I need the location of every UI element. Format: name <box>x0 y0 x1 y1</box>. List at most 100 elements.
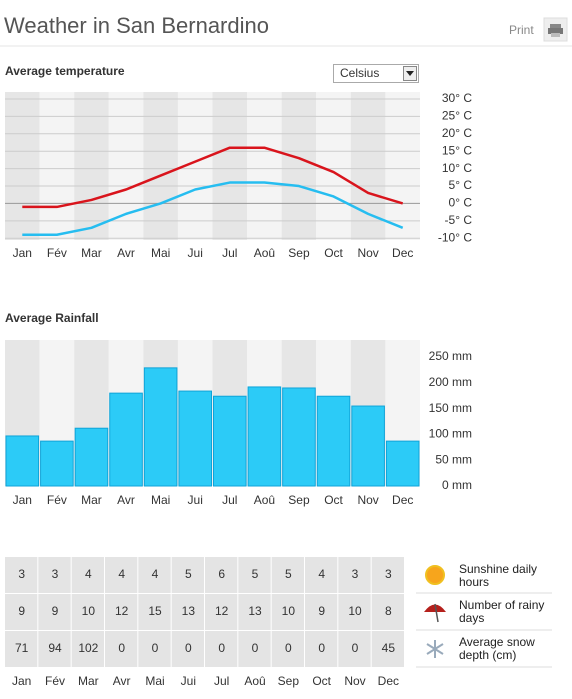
table-cell <box>238 594 271 630</box>
x-tick-label: Jul <box>222 246 237 260</box>
month-label: Dec <box>378 674 399 688</box>
x-tick-label: Mar <box>81 493 102 507</box>
bar <box>385 440 420 487</box>
y-tick-label: 50 mm <box>435 452 472 466</box>
section-title: Average Rainfall <box>5 311 99 325</box>
cell-value: 0 <box>318 641 325 655</box>
table-cell <box>71 594 104 630</box>
table-cell <box>38 631 71 667</box>
table-cell <box>338 594 371 630</box>
dropdown-value: Celsius <box>340 66 379 80</box>
x-tick-label: Mai <box>151 246 170 260</box>
column-bg <box>385 92 420 240</box>
month-label: Fév <box>45 674 65 688</box>
cell-value: 15 <box>148 604 162 618</box>
cell-value: 12 <box>115 604 129 618</box>
bar <box>178 390 213 487</box>
month-label: Avr <box>113 674 131 688</box>
x-tick-label: Avr <box>117 493 135 507</box>
table-cell <box>38 557 71 593</box>
cell-value: 4 <box>318 567 325 581</box>
table-cell <box>171 631 204 667</box>
table-cell <box>371 631 404 667</box>
table-cell <box>238 557 271 593</box>
y-tick-label: -10° C <box>438 230 472 244</box>
month-label: Oct <box>312 674 331 688</box>
table-cell <box>105 631 138 667</box>
x-tick-label: Sep <box>288 493 310 507</box>
print-icon[interactable] <box>543 17 568 42</box>
cell-value: 5 <box>252 567 259 581</box>
column-bg <box>281 92 317 240</box>
bar <box>40 440 74 487</box>
y-tick-label: 0° C <box>449 196 473 210</box>
column-bg <box>39 92 75 240</box>
bar <box>247 386 282 487</box>
x-tick-label: Jul <box>222 493 237 507</box>
x-tick-label: Jan <box>13 246 32 260</box>
bar <box>316 395 351 487</box>
cell-value: 3 <box>52 567 59 581</box>
print-link[interactable]: Print <box>509 23 534 37</box>
column-bg <box>247 92 282 240</box>
cell-value: 0 <box>252 641 259 655</box>
cell-value: 4 <box>118 567 125 581</box>
cell-value: 0 <box>118 641 125 655</box>
month-label: Jui <box>181 674 196 688</box>
legend-label: Average snow depth (cm) <box>459 635 535 662</box>
month-label: Jul <box>214 674 229 688</box>
y-tick-label: 15° C <box>442 143 472 157</box>
cell-value: 9 <box>318 604 325 618</box>
table-cell <box>371 594 404 630</box>
table-cell <box>71 631 104 667</box>
cell-value: 8 <box>385 604 392 618</box>
table-cell <box>5 631 38 667</box>
y-tick-label: 150 mm <box>429 401 472 415</box>
y-tick-label: -5° C <box>445 213 473 227</box>
column-bg <box>212 92 248 240</box>
unit-dropdown[interactable]: Celsius <box>333 64 419 83</box>
cell-value: 10 <box>348 604 362 618</box>
x-tick-label: Jui <box>188 493 203 507</box>
table-cell <box>138 557 171 593</box>
table-cell <box>171 594 204 630</box>
month-label: Mar <box>78 674 99 688</box>
table-cell <box>338 631 371 667</box>
cell-value: 45 <box>382 641 396 655</box>
cell-value: 0 <box>218 641 225 655</box>
table-cell <box>371 557 404 593</box>
x-tick-label: Fév <box>47 493 67 507</box>
x-tick-label: Dec <box>392 493 413 507</box>
table-cell <box>271 594 304 630</box>
month-label: Sep <box>278 674 300 688</box>
cell-value: 12 <box>215 604 229 618</box>
cell-value: 0 <box>185 641 192 655</box>
table-cell <box>71 557 104 593</box>
table-cell <box>271 631 304 667</box>
cell-value: 9 <box>52 604 59 618</box>
y-tick-label: 30° C <box>442 91 472 105</box>
y-tick-label: 5° C <box>449 178 473 192</box>
table-cell <box>305 557 338 593</box>
cell-value: 102 <box>78 641 98 655</box>
month-label: Aoû <box>244 674 265 688</box>
table-cell <box>171 557 204 593</box>
cell-value: 94 <box>48 641 62 655</box>
x-tick-label: Nov <box>357 246 378 260</box>
table-cell <box>338 557 371 593</box>
cell-value: 5 <box>285 567 292 581</box>
cell-value: 13 <box>182 604 196 618</box>
legend-icons <box>416 565 552 668</box>
table-cell <box>5 594 38 630</box>
section-title: Average temperature <box>5 64 125 78</box>
line-series <box>22 146 404 209</box>
cell-value: 71 <box>15 641 29 655</box>
table-cell <box>138 631 171 667</box>
cell-value: 3 <box>385 567 392 581</box>
bar <box>143 367 178 487</box>
table-cell <box>5 557 38 593</box>
x-tick-label: Jan <box>13 493 32 507</box>
x-tick-label: Oct <box>324 246 343 260</box>
